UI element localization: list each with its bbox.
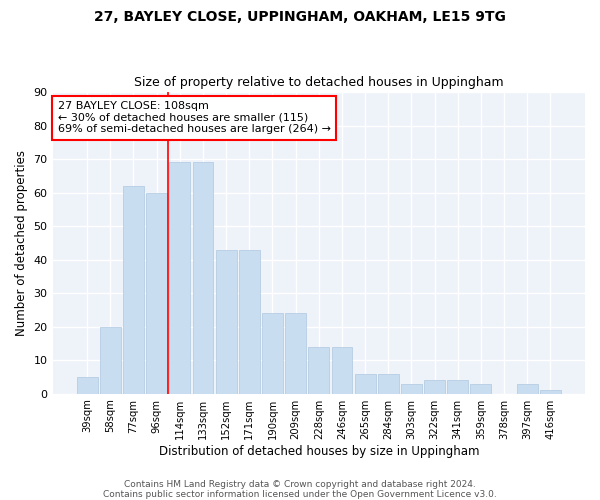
Title: Size of property relative to detached houses in Uppingham: Size of property relative to detached ho… bbox=[134, 76, 503, 90]
Bar bbox=[401, 384, 422, 394]
Bar bbox=[216, 250, 236, 394]
Bar bbox=[77, 377, 98, 394]
X-axis label: Distribution of detached houses by size in Uppingham: Distribution of detached houses by size … bbox=[158, 444, 479, 458]
Bar bbox=[308, 347, 329, 394]
Bar bbox=[355, 374, 376, 394]
Bar bbox=[448, 380, 468, 394]
Bar bbox=[540, 390, 561, 394]
Text: Contains HM Land Registry data © Crown copyright and database right 2024.: Contains HM Land Registry data © Crown c… bbox=[124, 480, 476, 489]
Bar bbox=[285, 314, 306, 394]
Bar bbox=[517, 384, 538, 394]
Text: 27, BAYLEY CLOSE, UPPINGHAM, OAKHAM, LE15 9TG: 27, BAYLEY CLOSE, UPPINGHAM, OAKHAM, LE1… bbox=[94, 10, 506, 24]
Bar bbox=[239, 250, 260, 394]
Text: Contains public sector information licensed under the Open Government Licence v3: Contains public sector information licen… bbox=[103, 490, 497, 499]
Bar bbox=[146, 192, 167, 394]
Bar bbox=[470, 384, 491, 394]
Bar bbox=[424, 380, 445, 394]
Bar bbox=[123, 186, 144, 394]
Y-axis label: Number of detached properties: Number of detached properties bbox=[15, 150, 28, 336]
Bar bbox=[193, 162, 214, 394]
Bar bbox=[262, 314, 283, 394]
Bar bbox=[100, 326, 121, 394]
Bar bbox=[332, 347, 352, 394]
Bar bbox=[169, 162, 190, 394]
Bar bbox=[378, 374, 398, 394]
Text: 27 BAYLEY CLOSE: 108sqm
← 30% of detached houses are smaller (115)
69% of semi-d: 27 BAYLEY CLOSE: 108sqm ← 30% of detache… bbox=[58, 101, 331, 134]
